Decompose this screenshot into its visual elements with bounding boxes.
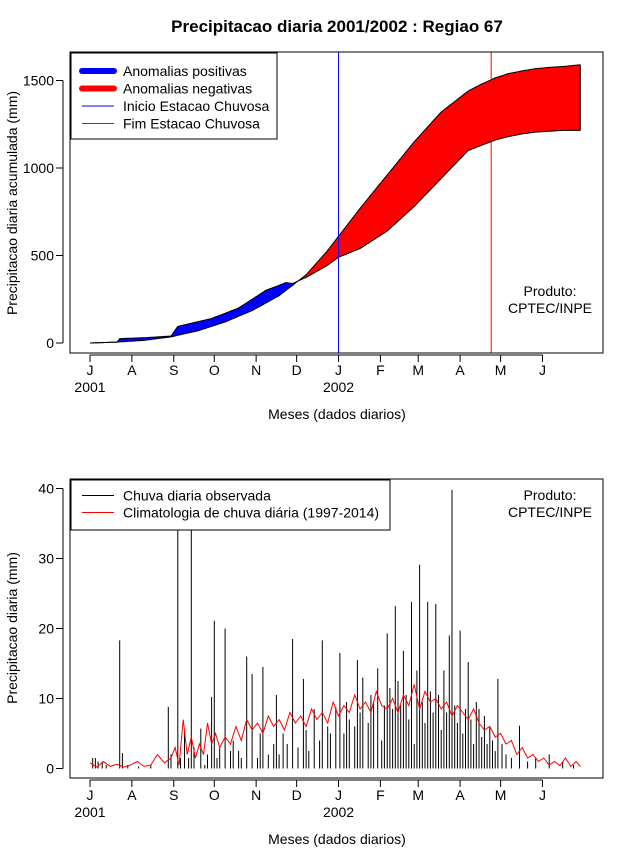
x-tick-label: F <box>376 787 385 803</box>
product-source: CPTEC/INPE <box>508 300 592 316</box>
observed-cumulative-line <box>90 129 581 344</box>
x-axis-label: Meses (dados diarios) <box>268 831 406 847</box>
legend: Chuva diaria observada Climatologia de c… <box>70 479 391 531</box>
legend-label-positive: Anomalias positivas <box>123 63 247 79</box>
y-tick-label: 0 <box>46 761 54 777</box>
x-axis-label: Meses (dados diarios) <box>268 406 406 422</box>
plot-frame <box>69 51 604 354</box>
positive-anomaly-area <box>90 281 298 343</box>
legend-label-negative: Anomalias negativas <box>123 81 252 97</box>
y-tick-label: 30 <box>38 551 54 567</box>
x-tick-label: S <box>169 362 178 378</box>
x-tick-label: O <box>209 787 220 803</box>
x-tick-label: D <box>292 787 302 803</box>
x-tick-label: J <box>335 787 342 803</box>
legend-box <box>70 52 278 140</box>
year-label: 2002 <box>323 379 354 395</box>
product-source: CPTEC/INPE <box>508 504 592 520</box>
x-tick-label: J <box>87 362 94 378</box>
x-tick-label: F <box>376 362 385 378</box>
y-tick-label: 20 <box>38 621 54 637</box>
x-tick-label: D <box>292 362 302 378</box>
y-tick-label: 1500 <box>23 73 54 89</box>
chart-title: Precipitacao diaria 2001/2002 : Regiao 6… <box>171 17 503 36</box>
legend-label-season-start: Inicio Estacao Chuvosa <box>123 98 270 114</box>
legend: Anomalias positivas Anomalias negativas … <box>70 52 278 140</box>
x-tick-label: N <box>251 787 261 803</box>
product-label: Produto: <box>524 487 577 503</box>
x-tick-label: J <box>539 362 546 378</box>
legend-label-observed: Chuva diaria observada <box>123 488 271 504</box>
x-tick-label: O <box>209 362 220 378</box>
x-tick-label: M <box>495 362 507 378</box>
climatology-daily-line <box>89 684 581 768</box>
legend-label-season-end: Fim Estacao Chuvosa <box>123 116 260 132</box>
x-tick-label: A <box>127 787 137 803</box>
year-label: 2001 <box>74 379 105 395</box>
x-tick-label: J <box>335 362 342 378</box>
plot-frame <box>69 478 604 779</box>
y-axis-label: Precipitacao diaria (mm) <box>4 552 20 704</box>
x-tick-label: A <box>455 787 465 803</box>
year-label: 2002 <box>323 804 354 820</box>
x-tick-label: J <box>539 787 546 803</box>
cumulative-chart: Precipitacao diaria 2001/2002 : Regiao 6… <box>4 17 604 422</box>
climatology-cumulative-line <box>90 64 581 344</box>
y-axis-label: Precipitacao diaria acumulada (mm) <box>4 91 20 315</box>
x-tick-label: M <box>412 787 424 803</box>
y-tick-label: 1000 <box>23 160 54 176</box>
x-tick-label: A <box>455 362 465 378</box>
y-tick-label: 500 <box>31 248 55 264</box>
y-tick-label: 0 <box>46 335 54 351</box>
x-tick-label: A <box>127 362 137 378</box>
legend-box <box>70 479 391 531</box>
negative-anomaly-area <box>299 64 581 281</box>
x-tick-label: S <box>169 787 178 803</box>
x-tick-label: J <box>87 787 94 803</box>
year-label: 2001 <box>74 804 105 820</box>
legend-label-climatology: Climatologia de chuva diária (1997-2014) <box>123 505 379 521</box>
product-label: Produto: <box>524 283 577 299</box>
x-tick-label: M <box>495 787 507 803</box>
x-tick-label: N <box>251 362 261 378</box>
y-tick-label: 10 <box>38 691 54 707</box>
y-tick-label: 40 <box>38 481 54 497</box>
x-tick-label: M <box>412 362 424 378</box>
